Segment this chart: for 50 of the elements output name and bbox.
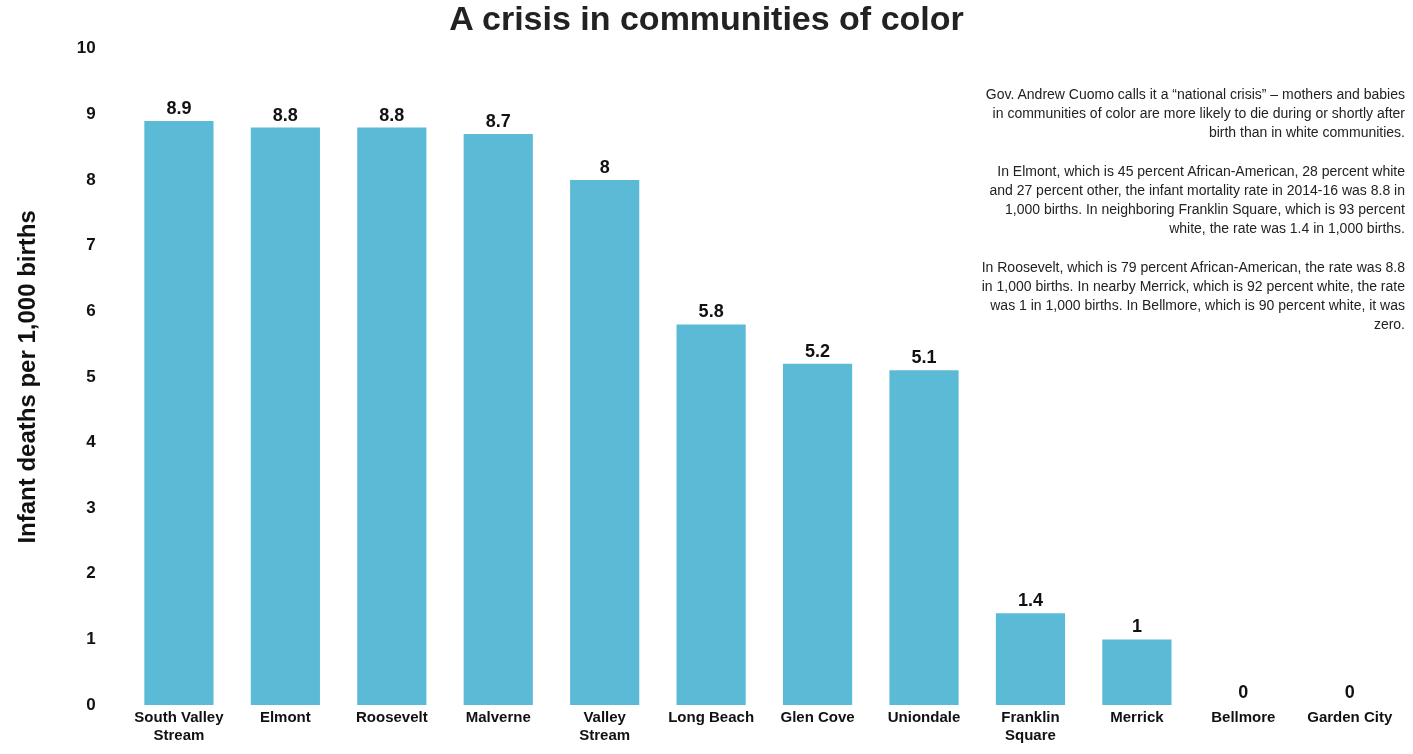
data-label: 0 <box>1344 681 1355 702</box>
data-label: 8.9 <box>166 97 192 118</box>
y-tick-label: 9 <box>86 104 96 124</box>
y-tick-label: 10 <box>76 38 96 58</box>
y-tick-label: 3 <box>86 497 96 517</box>
y-tick-label: 4 <box>86 432 97 452</box>
data-label: 5.8 <box>698 301 724 322</box>
bar <box>570 180 640 705</box>
x-tick-label: South Valley Stream <box>134 708 225 744</box>
y-tick-label: 0 <box>86 694 96 714</box>
x-tick-label: Garden City <box>1307 708 1393 726</box>
annotation: In Elmont, which is 45 percent African-American, 28 percent white and 27 percent other, the infant mortality rate in 2014-16 was 8.8 in 1,000 births. In neighboring Franklin Square, which is 93 percent white, the rate was 1.4 in 1,000 births. <box>988 162 1405 238</box>
y-tick-label: 7 <box>86 235 96 255</box>
bar <box>250 127 320 705</box>
data-label: 8.8 <box>379 104 405 125</box>
x-tick-label: Glen Cove <box>780 708 855 726</box>
data-label: 0 <box>1238 681 1249 702</box>
x-tick-label: Roosevelt <box>355 708 428 726</box>
data-label: 1.4 <box>1017 590 1043 611</box>
y-tick-label: 2 <box>86 563 96 583</box>
x-tick-label: Merrick <box>1110 708 1165 726</box>
chart-title: A crisis in communities of color <box>449 0 964 37</box>
bar <box>782 363 853 705</box>
bar <box>357 127 427 705</box>
annotation: Gov. Andrew Cuomo calls it a “national crisis” – mothers and babies in communities of color are more likely to die during or shortly after birth than in white communities. <box>984 85 1405 142</box>
x-tick-label: Franklin Square <box>1001 708 1060 744</box>
bar <box>889 370 959 705</box>
y-tick-label: 1 <box>86 629 96 649</box>
y-tick-label: 8 <box>86 169 96 189</box>
data-label: 8.8 <box>272 104 298 125</box>
bar <box>463 134 533 705</box>
x-tick-label: Elmont <box>259 708 311 726</box>
bar <box>144 120 214 705</box>
annotation: In Roosevelt, which is 79 percent African-American, the rate was 8.8 in 1,000 births. In nearby Merrick, which is 92 percent white, the rate was 1 in 1,000 births. In Bellmore, which is 90 percent white, it was zero. <box>980 258 1405 334</box>
y-tick-label: 6 <box>86 300 96 320</box>
bar <box>995 613 1066 705</box>
bar <box>676 324 746 705</box>
y-tick-label: 5 <box>86 366 96 386</box>
data-label: 8.7 <box>485 111 511 132</box>
x-tick-label: Valley Stream <box>579 708 631 744</box>
x-tick-label: Long Beach <box>668 708 755 726</box>
bar <box>1102 639 1172 705</box>
data-label: 8 <box>599 157 610 178</box>
data-label: 1 <box>1131 616 1142 637</box>
x-tick-label: Malverne <box>465 708 531 726</box>
x-tick-label: Bellmore <box>1211 708 1276 726</box>
data-label: 5.1 <box>911 347 937 368</box>
x-tick-label: Uniondale <box>887 708 961 726</box>
data-label: 5.2 <box>805 340 831 361</box>
y-axis-title: Infant deaths per 1,000 births <box>13 210 41 544</box>
